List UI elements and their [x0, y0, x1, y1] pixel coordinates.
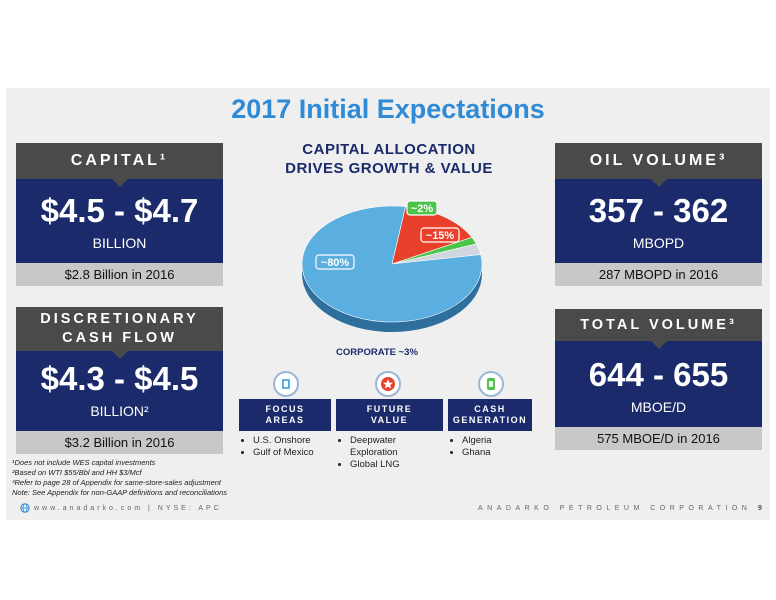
pie-slice [301, 205, 483, 323]
total-unit: MBOE/D [630, 399, 687, 415]
chart-title-line1: CAPITAL ALLOCATION [302, 141, 476, 158]
total-header: TOTAL VOLUME³ [555, 309, 762, 349]
dcf-value: $4.3 - $4.5 [40, 360, 199, 397]
dcf-unit: BILLION² [90, 403, 149, 419]
focus-areas-label-line2: AREAS [265, 415, 305, 425]
website-link[interactable]: www.anadarko.com | NYSE: APC [34, 505, 222, 512]
cash-generation-list: Algeria Ghana [448, 435, 532, 459]
capital-value: $4.5 - $4.7 [40, 192, 199, 229]
list-item: Gulf of Mexico [253, 447, 331, 459]
page-title: 2017 Initial Expectations [231, 94, 545, 124]
footnotes: ¹Does not include WES capital investment… [12, 458, 227, 498]
total-value-box: 644 - 655 MBOE/D [555, 341, 762, 427]
cash-generation-label-line2: GENERATION [452, 415, 528, 425]
focus-areas-label: FOCUS AREAS [239, 399, 331, 431]
corporate-label: CORPORATE ~3% [336, 347, 418, 358]
capital-value-box: $4.5 - $4.7 BILLION [16, 179, 223, 263]
oil-derrick-icon [273, 371, 299, 397]
slice-label: ~80% [321, 257, 350, 269]
cash-generation-label-line1: CASH [474, 404, 506, 414]
capital-card: CAPITAL¹ $4.5 - $4.7 BILLION $2.8 Billio… [16, 143, 223, 286]
pie-slices [301, 205, 483, 323]
dcf-header-line2: CASH FLOW [62, 330, 177, 346]
total-volume-card: TOTAL VOLUME³ 644 - 655 MBOE/D 575 MBOE/… [555, 309, 762, 450]
footnote: ³Refer to page 28 of Appendix for same-s… [12, 478, 221, 487]
capital-allocation-pie-chart: ~15% ~2% ~80% [301, 200, 483, 332]
capital-header: CAPITAL¹ [16, 143, 223, 187]
cash-icon [478, 371, 504, 397]
list-item: Deepwater Exploration [350, 435, 443, 459]
cash-generation-label: CASH GENERATION [448, 399, 532, 431]
focus-areas-column: FOCUS AREAS U.S. Onshore Gulf of Mexico [239, 399, 331, 459]
total-prior: 575 MBOE/D in 2016 [555, 427, 762, 450]
pie-slice-labels: ~15% ~2% ~80% [315, 200, 460, 270]
oil-prior: 287 MBOPD in 2016 [555, 263, 762, 286]
future-value-label: FUTURE VALUE [336, 399, 443, 431]
future-value-list: Deepwater Exploration Global LNG [336, 435, 443, 471]
globe-icon [20, 503, 30, 513]
cash-generation-column: CASH GENERATION Algeria Ghana [448, 399, 532, 459]
footnote: Note: See Appendix for non-GAAP definiti… [12, 488, 227, 497]
list-item: U.S. Onshore [253, 435, 331, 447]
slice-label: ~2% [411, 203, 434, 215]
chart-title-line2: DRIVES GROWTH & VALUE [285, 160, 493, 177]
oil-volume-card: OIL VOLUME³ 357 - 362 MBOPD 287 MBOPD in… [555, 143, 762, 286]
dcf-value-box: $4.3 - $4.5 BILLION² [16, 351, 223, 431]
chart-title: CAPITAL ALLOCATION DRIVES GROWTH & VALUE [258, 140, 520, 178]
oil-header: OIL VOLUME³ [555, 143, 762, 187]
footnote: ²Based on WTI $55/Bbl and HH $3/Mcf [12, 468, 142, 477]
slice-label: ~15% [426, 230, 455, 242]
slice-label-box [420, 227, 460, 243]
oil-value: 357 - 362 [588, 192, 729, 229]
dcf-prior: $3.2 Billion in 2016 [16, 431, 223, 454]
dcf-header: DISCRETIONARY CASH FLOW [16, 307, 223, 359]
focus-areas-list: U.S. Onshore Gulf of Mexico [239, 435, 331, 459]
future-value-label-line1: FUTURE [366, 404, 413, 414]
focus-areas-label-line1: FOCUS [265, 404, 305, 414]
page-number: 9 [758, 505, 762, 512]
oil-unit: MBOPD [632, 235, 685, 251]
total-value: 644 - 655 [588, 356, 729, 393]
future-value-label-line2: VALUE [370, 415, 409, 425]
oil-value-box: 357 - 362 MBOPD [555, 179, 762, 263]
company-name: ANADARKO PETROLEUM CORPORATION [478, 505, 752, 512]
dcf-header-line1: DISCRETIONARY [40, 311, 199, 327]
capital-prior: $2.8 Billion in 2016 [16, 263, 223, 286]
slice-label-box [406, 200, 438, 216]
list-item: Global LNG [350, 459, 443, 471]
capital-unit: BILLION [92, 235, 147, 251]
footnote: ¹Does not include WES capital investment… [12, 458, 156, 467]
dcf-card: DISCRETIONARY CASH FLOW $4.3 - $4.5 BILL… [16, 307, 223, 454]
future-value-column: FUTURE VALUE Deepwater Exploration Globa… [336, 399, 443, 471]
star-icon [375, 371, 401, 397]
slice-label-box [315, 254, 355, 270]
list-item: Algeria [462, 435, 532, 447]
list-item: Ghana [462, 447, 532, 459]
